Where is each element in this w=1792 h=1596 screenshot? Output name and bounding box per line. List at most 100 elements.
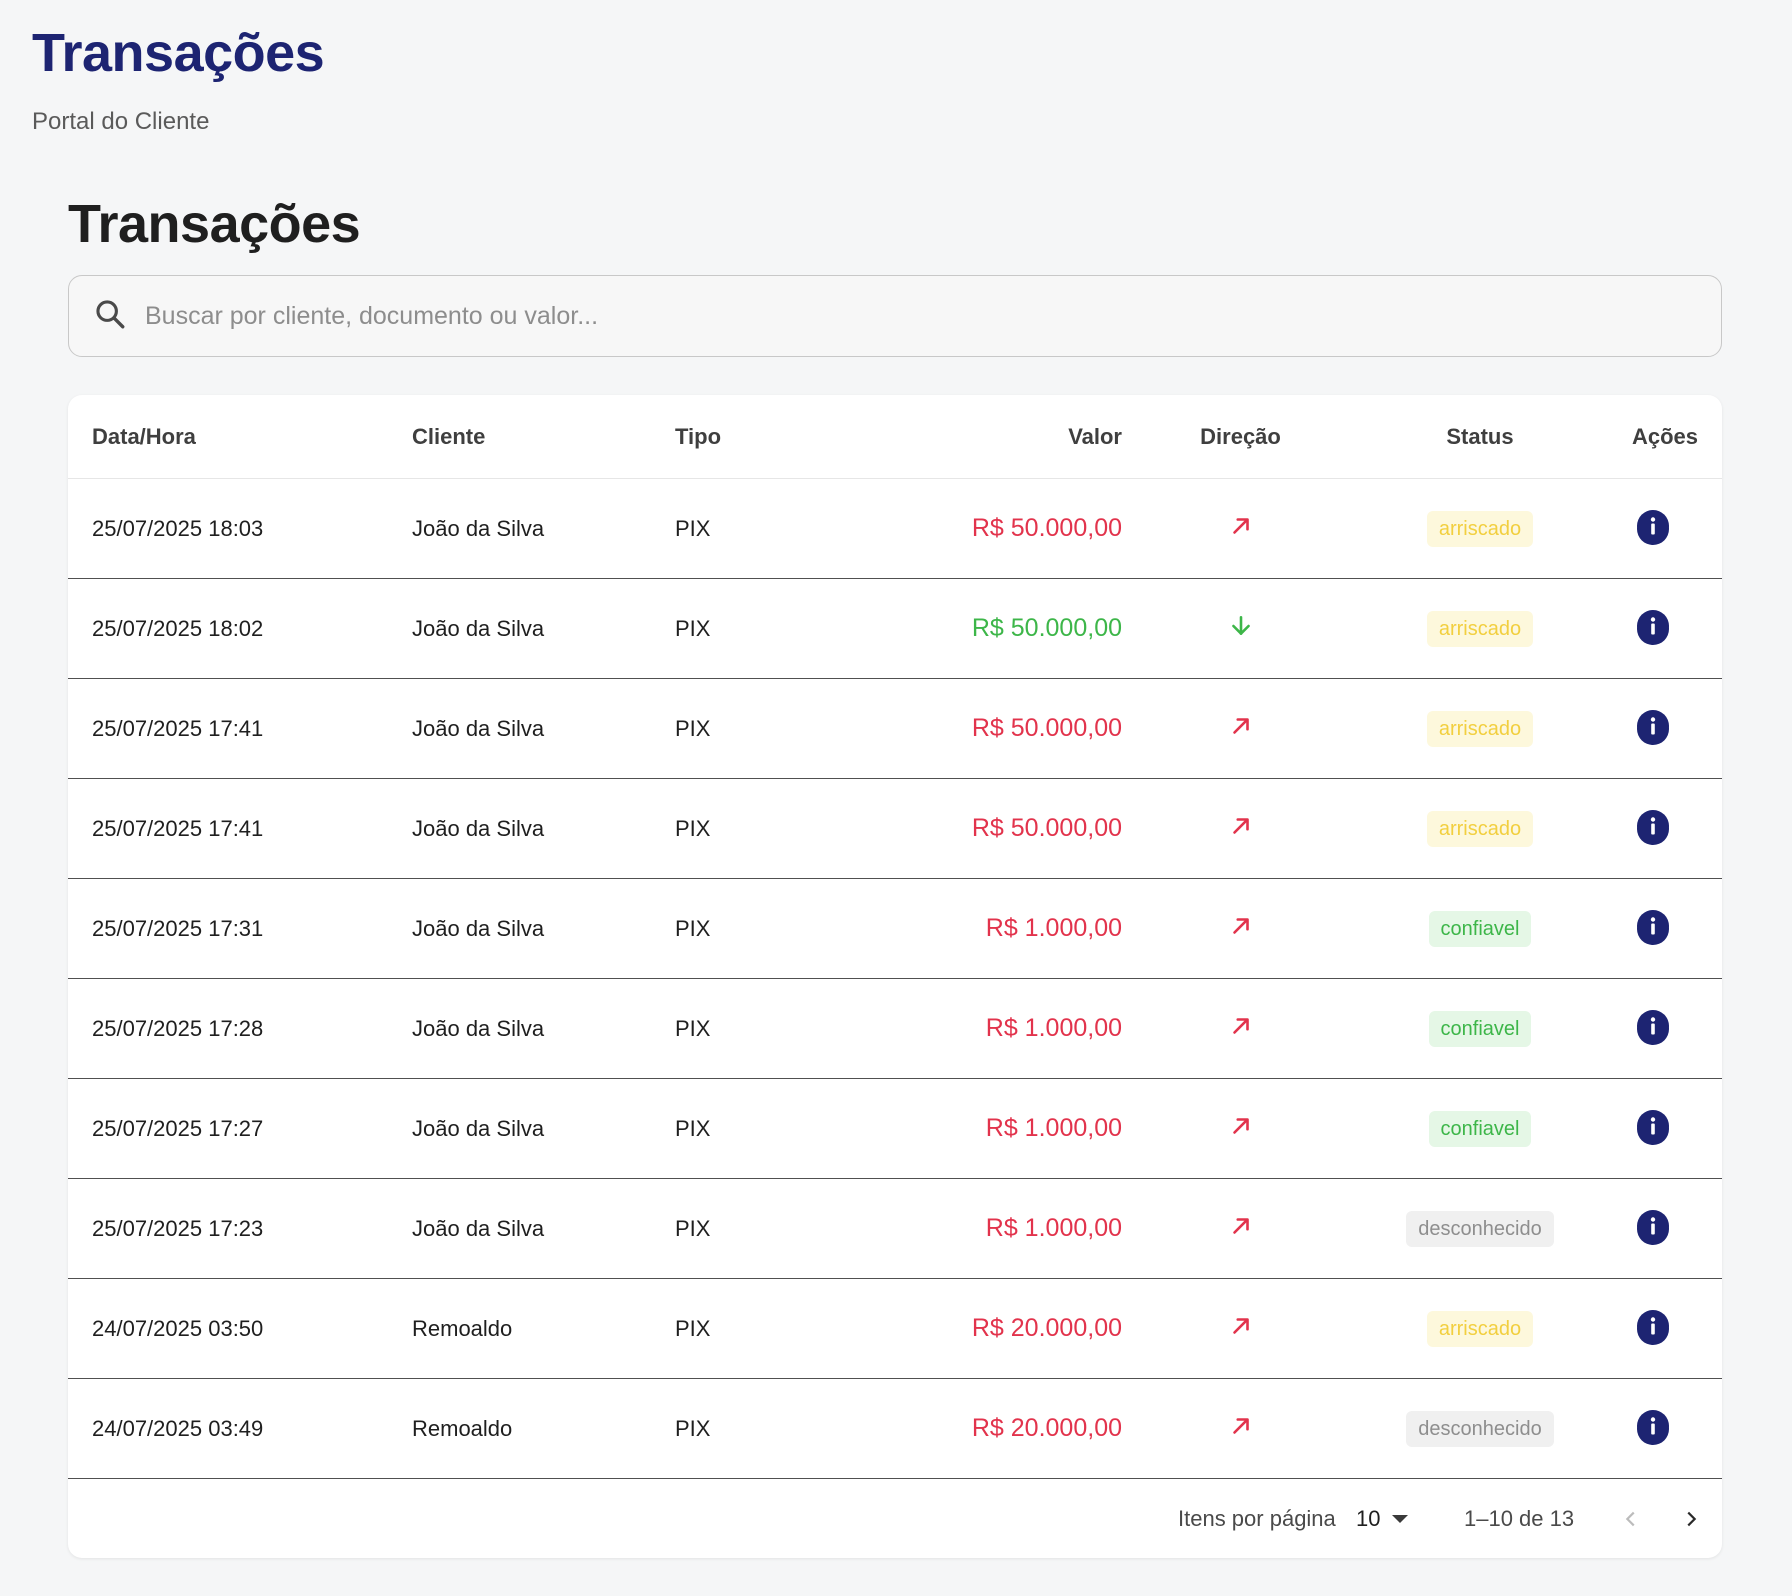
info-button[interactable]	[1637, 509, 1669, 545]
cell-value: R$ 50.000,00	[971, 714, 1122, 742]
arrow-up-right-icon	[1228, 713, 1254, 745]
cell-date: 25/07/2025 17:27	[92, 1115, 264, 1141]
info-button[interactable]	[1637, 809, 1669, 845]
table-row[interactable]: 24/07/2025 03:50 Remoaldo PIX R$ 20.000,00 a…	[68, 1279, 1722, 1379]
cell-direction	[1173, 479, 1308, 578]
table-row[interactable]: 25/07/2025 18:02 João da Silva PIX R$ 50.00…	[68, 579, 1722, 679]
chevron-left-icon	[1625, 1511, 1635, 1527]
table-row[interactable]: 25/07/2025 17:31 João da Silva PIX R$ 1.000…	[68, 879, 1722, 979]
column-header-direction[interactable]: Direção	[1200, 423, 1281, 449]
cell-status: confiavel	[1330, 1079, 1630, 1178]
cell-type: PIX	[675, 1115, 711, 1141]
cell-type: PIX	[675, 1415, 711, 1441]
status-badge: arriscado	[1426, 710, 1534, 747]
info-button[interactable]	[1637, 1409, 1669, 1445]
cell-direction	[1173, 579, 1308, 678]
cell-type: PIX	[675, 915, 711, 941]
cell-date: 24/07/2025 03:49	[92, 1415, 264, 1441]
cell-status: desconhecido	[1330, 1379, 1630, 1478]
cell-date: 25/07/2025 17:41	[92, 715, 264, 741]
table-row[interactable]: 25/07/2025 17:27 João da Silva PIX R$ 1.000…	[68, 1079, 1722, 1179]
cell-type: PIX	[675, 1215, 711, 1241]
cell-actions	[1608, 1179, 1698, 1278]
info-button[interactable]	[1637, 609, 1669, 648]
info-button[interactable]	[1637, 909, 1669, 945]
cell-value: R$ 1.000,00	[985, 1014, 1122, 1042]
arrow-up-right-icon	[1228, 1413, 1254, 1445]
info-button[interactable]	[1637, 1309, 1669, 1348]
previous-page-button[interactable]	[1611, 1499, 1651, 1539]
table-row[interactable]: 25/07/2025 17:23 João da Silva PIX R$ 1.000…	[68, 1179, 1722, 1279]
app-title: Transações	[32, 23, 325, 83]
cell-actions	[1608, 779, 1698, 878]
cell-date: 25/07/2025 17:31	[92, 915, 264, 941]
column-header-date[interactable]: Data/Hora	[92, 423, 196, 449]
cell-date: 25/07/2025 17:28	[92, 1015, 264, 1041]
info-button[interactable]	[1637, 1209, 1669, 1245]
search-icon	[93, 297, 127, 336]
cell-status: arriscado	[1330, 679, 1630, 778]
per-page-value: 10	[1356, 1506, 1381, 1531]
cell-value: R$ 50.000,00	[971, 514, 1122, 542]
info-icon	[1637, 609, 1669, 648]
per-page-select[interactable]: 10	[1356, 1480, 1409, 1558]
table-row[interactable]: 25/07/2025 18:03 João da Silva PIX R$ 50.00…	[68, 479, 1722, 579]
cell-date: 25/07/2025 18:03	[92, 515, 264, 541]
status-badge: arriscado	[1426, 510, 1534, 547]
info-button[interactable]	[1637, 709, 1669, 748]
table-row[interactable]: 25/07/2025 17:41 João da Silva PIX R$ 50.00…	[68, 679, 1722, 779]
arrow-up-right-icon	[1228, 1313, 1254, 1345]
info-button[interactable]	[1637, 1009, 1669, 1048]
cell-actions	[1608, 1079, 1698, 1178]
info-icon	[1637, 1009, 1669, 1048]
status-badge: arriscado	[1426, 610, 1534, 647]
cell-type: PIX	[675, 1315, 711, 1341]
table-body: 25/07/2025 18:03 João da Silva PIX R$ 50.00…	[68, 479, 1722, 1479]
cell-client: João da Silva	[412, 915, 545, 941]
page-range-label: 1–10 de 13	[1464, 1506, 1575, 1531]
per-page-label: Itens por página	[1178, 1506, 1336, 1531]
arrow-down-icon	[1228, 613, 1254, 645]
cell-value: R$ 1.000,00	[985, 1214, 1122, 1242]
info-icon	[1637, 709, 1669, 748]
cell-status: arriscado	[1330, 479, 1630, 578]
column-header-value[interactable]: Valor	[1068, 423, 1122, 449]
arrow-up-right-icon	[1228, 813, 1254, 845]
cell-value: R$ 50.000,00	[971, 814, 1122, 842]
status-badge: confiavel	[1428, 1110, 1532, 1147]
cell-date: 24/07/2025 03:50	[92, 1315, 264, 1341]
table-header: Data/Hora Cliente Tipo Valor Direção Sta…	[68, 395, 1722, 479]
search-box[interactable]	[68, 275, 1722, 357]
table-row[interactable]: 24/07/2025 03:49 Remoaldo PIX R$ 20.000,00 d…	[68, 1379, 1722, 1479]
cell-type: PIX	[675, 715, 711, 741]
search-input[interactable]	[143, 285, 1721, 347]
cell-type: PIX	[675, 1015, 711, 1041]
cell-value: R$ 20.000,00	[971, 1314, 1122, 1342]
column-header-status[interactable]: Status	[1446, 423, 1514, 449]
cell-direction	[1173, 679, 1308, 778]
table-row[interactable]: 25/07/2025 17:28 João da Silva PIX R$ 1.000…	[68, 979, 1722, 1079]
cell-status: confiavel	[1330, 879, 1630, 978]
cell-actions	[1608, 479, 1698, 578]
info-icon	[1637, 1309, 1669, 1348]
arrow-up-right-icon	[1228, 913, 1254, 945]
info-button[interactable]	[1637, 1109, 1669, 1145]
cell-actions	[1608, 1279, 1698, 1378]
status-badge: desconhecido	[1406, 1210, 1554, 1247]
cell-actions	[1608, 579, 1698, 678]
next-page-button[interactable]	[1671, 1499, 1711, 1539]
column-header-client[interactable]: Cliente	[412, 423, 486, 449]
cell-status: confiavel	[1330, 979, 1630, 1078]
status-badge: confiavel	[1428, 1010, 1532, 1047]
cell-direction	[1173, 1279, 1308, 1378]
caret-down-icon	[1392, 1515, 1409, 1523]
table-pagination: Itens por página 10 1–10 de 13	[68, 1480, 1722, 1558]
cell-client: Remoaldo	[412, 1315, 513, 1341]
status-badge: confiavel	[1428, 910, 1532, 947]
chevron-right-icon	[1687, 1511, 1697, 1527]
column-header-type[interactable]: Tipo	[675, 423, 722, 449]
cell-status: desconhecido	[1330, 1179, 1630, 1278]
cell-status: arriscado	[1330, 1279, 1630, 1378]
table-row[interactable]: 25/07/2025 17:41 João da Silva PIX R$ 50.00…	[68, 779, 1722, 879]
cell-value: R$ 1.000,00	[985, 914, 1122, 942]
